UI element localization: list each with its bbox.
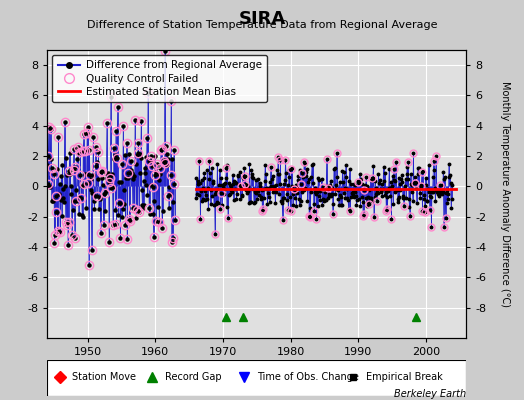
FancyBboxPatch shape (47, 360, 466, 396)
Text: Difference of Station Temperature Data from Regional Average: Difference of Station Temperature Data f… (87, 20, 437, 30)
Y-axis label: Monthly Temperature Anomaly Difference (°C): Monthly Temperature Anomaly Difference (… (500, 81, 510, 307)
Text: Empirical Break: Empirical Break (366, 372, 442, 382)
Text: Time of Obs. Change: Time of Obs. Change (257, 372, 358, 382)
Text: Berkeley Earth: Berkeley Earth (394, 389, 466, 399)
Text: Record Gap: Record Gap (165, 372, 221, 382)
Text: SIRA: SIRA (238, 10, 286, 28)
Text: Station Move: Station Move (72, 372, 136, 382)
Legend: Difference from Regional Average, Quality Control Failed, Estimated Station Mean: Difference from Regional Average, Qualit… (52, 55, 267, 102)
